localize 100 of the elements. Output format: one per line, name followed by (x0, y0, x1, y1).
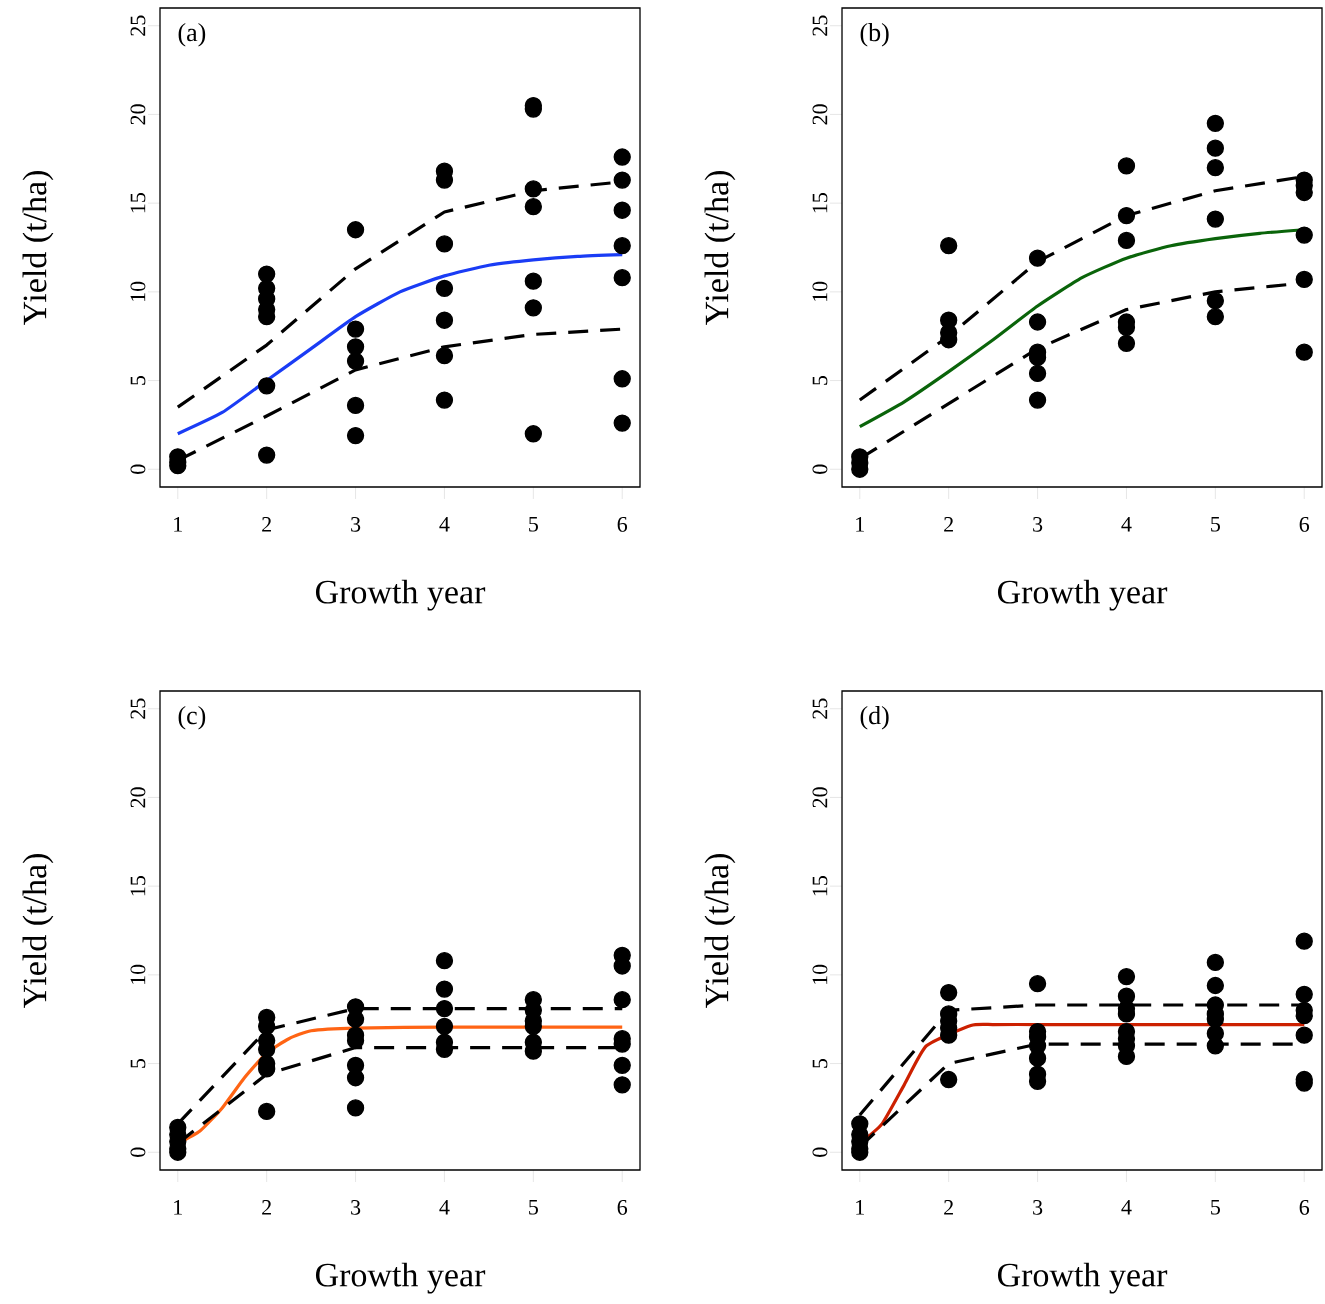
x-tick-label: 6 (1299, 1199, 1310, 1215)
point (1028, 975, 1047, 993)
x-tick-label: 4 (1121, 516, 1132, 532)
point (524, 198, 542, 216)
point (435, 999, 454, 1018)
x-tick-label: 6 (617, 1199, 628, 1215)
point (346, 1099, 365, 1117)
point (435, 311, 454, 329)
y-tick-label: 25 (130, 698, 146, 719)
x-axis-title: Growth year (997, 1262, 1168, 1294)
x-tick-label: 5 (1211, 516, 1220, 532)
point (435, 952, 454, 970)
y-tick-label: 10 (130, 964, 146, 984)
x-tick-label: 3 (1033, 516, 1043, 532)
point (524, 425, 542, 443)
point (613, 171, 631, 189)
x-tick-label: 2 (944, 1199, 953, 1215)
point (613, 1076, 631, 1094)
x-tick-label: 5 (529, 1199, 538, 1215)
x-tick-label: 4 (439, 1199, 450, 1215)
point (613, 237, 631, 255)
y-tick-label: 20 (130, 787, 146, 808)
x-tick-label: 1 (174, 516, 182, 532)
point (524, 180, 542, 198)
point (1028, 364, 1047, 383)
point (1206, 953, 1224, 972)
y-axis-title: Yield (t/ha) (704, 171, 736, 326)
point (346, 221, 365, 239)
point (435, 391, 454, 409)
point (346, 338, 365, 356)
x-tick-label: 2 (262, 516, 271, 532)
point (346, 352, 365, 370)
point (1206, 114, 1224, 132)
y-axis-title: Yield (t/ha) (704, 854, 736, 1009)
y-axis-title: Yield (t/ha) (22, 171, 54, 326)
point (940, 983, 958, 1002)
point (435, 980, 454, 998)
point (435, 347, 454, 365)
point (1028, 249, 1047, 267)
y-tick-label: 0 (812, 464, 828, 474)
point (1206, 308, 1224, 326)
x-tick-label: 1 (856, 1199, 864, 1215)
y-tick-label: 10 (812, 964, 828, 984)
x-tick-label: 5 (529, 516, 538, 532)
x-tick-label: 4 (439, 516, 450, 532)
y-tick-label: 0 (812, 1147, 828, 1157)
point (1028, 313, 1047, 331)
point (613, 370, 631, 388)
y-tick-label: 25 (130, 15, 146, 36)
x-tick-label: 3 (1033, 1199, 1043, 1215)
point (1206, 139, 1224, 157)
y-tick-label: 0 (130, 1147, 146, 1157)
point (1117, 334, 1136, 352)
annotation: (b) (860, 23, 889, 47)
y-tick-label: 10 (130, 281, 146, 301)
point (258, 265, 276, 283)
y-tick-label: 15 (812, 192, 828, 213)
y-tick-label: 25 (812, 15, 828, 36)
y-tick-label: 15 (130, 876, 146, 896)
y-tick-label: 5 (130, 375, 146, 385)
point (435, 279, 454, 297)
x-tick-label: 1 (174, 1199, 182, 1215)
point (1206, 210, 1224, 228)
annotation: (d) (860, 706, 889, 730)
point (346, 396, 365, 415)
point (1206, 1037, 1224, 1055)
point (1117, 967, 1136, 986)
y-tick-label: 25 (812, 698, 828, 719)
annotation: (c) (178, 706, 206, 730)
point (613, 414, 631, 432)
point (346, 320, 365, 338)
point (613, 201, 631, 219)
x-tick-label: 2 (944, 516, 953, 532)
point (613, 269, 631, 287)
point (258, 377, 276, 395)
x-axis-title: Growth year (315, 1262, 486, 1294)
point (435, 235, 454, 253)
annotation: (a) (178, 23, 206, 47)
point (1206, 292, 1224, 310)
x-tick-label: 4 (1121, 1199, 1132, 1215)
point (258, 446, 276, 464)
y-tick-label: 15 (130, 192, 146, 213)
y-tick-label: 20 (130, 104, 146, 125)
y-tick-label: 0 (130, 464, 146, 474)
x-tick-label: 5 (1211, 1199, 1220, 1215)
x-tick-label: 3 (351, 1199, 361, 1215)
y-tick-label: 20 (812, 787, 828, 808)
x-tick-label: 3 (351, 516, 361, 532)
point (346, 426, 365, 445)
point (613, 148, 631, 166)
point (613, 1056, 631, 1074)
x-axis-title: Growth year (997, 579, 1168, 611)
point (435, 1017, 454, 1035)
point (940, 1070, 958, 1089)
point (1117, 206, 1136, 225)
y-axis-title: Yield (t/ha) (22, 854, 54, 1009)
point (524, 272, 542, 290)
y-tick-label: 10 (812, 281, 828, 301)
y-tick-label: 5 (130, 1058, 146, 1068)
point (1206, 976, 1224, 995)
